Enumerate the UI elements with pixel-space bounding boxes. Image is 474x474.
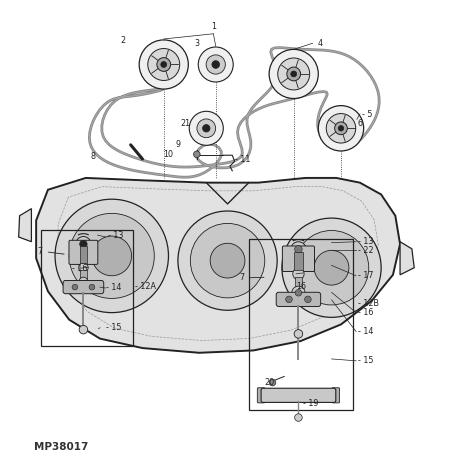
Text: 1: 1 <box>211 22 216 31</box>
Circle shape <box>291 71 297 77</box>
Text: - 15: - 15 <box>106 323 121 332</box>
Circle shape <box>318 106 364 151</box>
Circle shape <box>157 58 171 72</box>
Circle shape <box>80 240 87 248</box>
Text: - 16: - 16 <box>357 308 373 317</box>
Circle shape <box>269 379 276 386</box>
FancyBboxPatch shape <box>69 240 98 264</box>
Circle shape <box>305 296 311 303</box>
FancyBboxPatch shape <box>276 292 320 307</box>
Circle shape <box>139 40 188 89</box>
FancyBboxPatch shape <box>257 388 265 403</box>
Text: - 16: - 16 <box>72 264 87 273</box>
Text: - 14: - 14 <box>106 283 121 292</box>
Text: 4: 4 <box>318 39 322 48</box>
Text: - 17: - 17 <box>357 271 373 280</box>
Text: - 13: - 13 <box>108 231 123 240</box>
Bar <box>249 239 353 410</box>
FancyBboxPatch shape <box>283 246 315 272</box>
Circle shape <box>55 199 168 313</box>
Circle shape <box>294 230 369 305</box>
Bar <box>295 277 302 292</box>
Text: - 22: - 22 <box>357 246 373 255</box>
Bar <box>41 230 133 346</box>
Text: 7: 7 <box>37 246 64 255</box>
Circle shape <box>291 242 306 257</box>
Text: - 14: - 14 <box>357 327 373 336</box>
Circle shape <box>212 61 219 68</box>
Polygon shape <box>36 178 400 353</box>
Circle shape <box>178 211 277 310</box>
Circle shape <box>202 125 210 132</box>
Circle shape <box>293 268 304 280</box>
Circle shape <box>326 114 356 143</box>
Text: - 12A: - 12A <box>136 282 156 291</box>
Circle shape <box>269 49 318 99</box>
Circle shape <box>79 277 88 286</box>
Circle shape <box>210 243 245 278</box>
Circle shape <box>314 250 349 285</box>
Text: 20: 20 <box>264 378 274 387</box>
Circle shape <box>282 218 381 318</box>
Text: MP38017: MP38017 <box>34 442 88 452</box>
FancyBboxPatch shape <box>261 388 336 402</box>
Circle shape <box>278 58 310 90</box>
Text: - 19: - 19 <box>303 399 319 408</box>
Circle shape <box>161 62 167 67</box>
Circle shape <box>92 236 132 276</box>
Text: - 15: - 15 <box>357 356 373 365</box>
Text: - 11: - 11 <box>235 155 250 164</box>
Polygon shape <box>18 209 31 242</box>
Circle shape <box>197 119 216 137</box>
Circle shape <box>338 126 344 131</box>
Bar <box>80 246 87 263</box>
Circle shape <box>295 246 302 253</box>
Circle shape <box>198 47 233 82</box>
Text: 10: 10 <box>163 150 173 159</box>
Text: 8: 8 <box>90 152 95 161</box>
Circle shape <box>292 286 305 300</box>
Circle shape <box>79 263 88 273</box>
Circle shape <box>295 290 302 296</box>
Text: 21: 21 <box>180 119 191 128</box>
Text: 7: 7 <box>239 273 264 283</box>
Circle shape <box>193 151 200 157</box>
Text: 9: 9 <box>175 140 180 149</box>
Text: 3: 3 <box>194 39 200 48</box>
Circle shape <box>294 329 303 338</box>
FancyBboxPatch shape <box>332 388 339 403</box>
Circle shape <box>335 122 347 135</box>
Circle shape <box>287 67 301 81</box>
Circle shape <box>286 296 292 303</box>
Polygon shape <box>400 242 414 275</box>
Circle shape <box>72 284 78 290</box>
Circle shape <box>295 414 302 421</box>
Text: - 13: - 13 <box>357 237 373 246</box>
Circle shape <box>69 213 155 299</box>
Circle shape <box>206 55 225 74</box>
Circle shape <box>189 111 223 146</box>
Text: - 5: - 5 <box>362 109 373 118</box>
Circle shape <box>191 223 265 298</box>
Text: 6: 6 <box>357 119 363 128</box>
FancyBboxPatch shape <box>63 281 104 294</box>
Bar <box>294 252 303 270</box>
Text: 2: 2 <box>121 36 126 46</box>
Circle shape <box>148 48 180 81</box>
Circle shape <box>79 325 88 334</box>
Text: - 12B: - 12B <box>357 299 379 308</box>
Bar <box>80 270 87 281</box>
Text: 16: 16 <box>296 282 306 291</box>
Circle shape <box>89 284 95 290</box>
Circle shape <box>76 237 91 252</box>
